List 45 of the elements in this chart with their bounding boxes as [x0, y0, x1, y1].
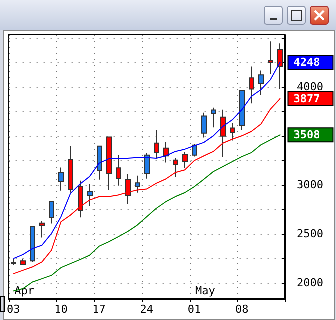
candlestick	[201, 112, 207, 138]
data-label: 3877	[294, 92, 320, 106]
candlestick	[154, 129, 159, 160]
line-series	[13, 98, 281, 274]
data-label: 4248	[294, 56, 320, 70]
candlestick	[182, 152, 188, 169]
candlestick	[87, 184, 93, 207]
y-tick-label: 3000	[297, 178, 324, 192]
candlestick	[192, 144, 197, 158]
candlestick	[135, 175, 140, 194]
candlestick	[220, 109, 226, 158]
candlestick	[268, 41, 273, 75]
candlestick	[97, 146, 102, 180]
candlestick	[58, 167, 64, 192]
annotation: Apr	[14, 284, 35, 298]
y-tick-label: 2000	[297, 276, 324, 290]
candlestick	[173, 158, 178, 178]
candlestick	[78, 180, 83, 218]
candlestick	[144, 152, 150, 180]
line-series	[13, 62, 281, 260]
y-tick-label: 4000	[297, 80, 324, 94]
x-tick-label: 17	[92, 303, 106, 316]
candlestick	[11, 258, 16, 266]
x-tick-label: 10	[54, 303, 68, 316]
candlestick	[230, 122, 235, 142]
x-tick-label: 24	[140, 303, 154, 316]
candlestick	[258, 70, 264, 96]
candlestick	[20, 258, 26, 266]
annotation: May	[196, 284, 216, 298]
candlestick	[39, 220, 45, 238]
candlestick	[106, 136, 112, 192]
candlestick	[125, 174, 131, 204]
candlestick	[49, 201, 54, 224]
y-tick-label: 2500	[297, 227, 324, 240]
candlestick	[30, 226, 35, 263]
candlestick	[163, 142, 169, 164]
candlestick	[249, 66, 254, 104]
x-tick-label: 03	[6, 303, 20, 316]
candlestick	[116, 154, 121, 186]
x-tick-label: 08	[236, 303, 249, 316]
candlestick	[68, 146, 73, 194]
candlestick	[239, 90, 245, 131]
data-label: 3508	[294, 128, 320, 142]
candlestick	[211, 107, 216, 128]
x-tick-label: 01	[188, 303, 202, 316]
